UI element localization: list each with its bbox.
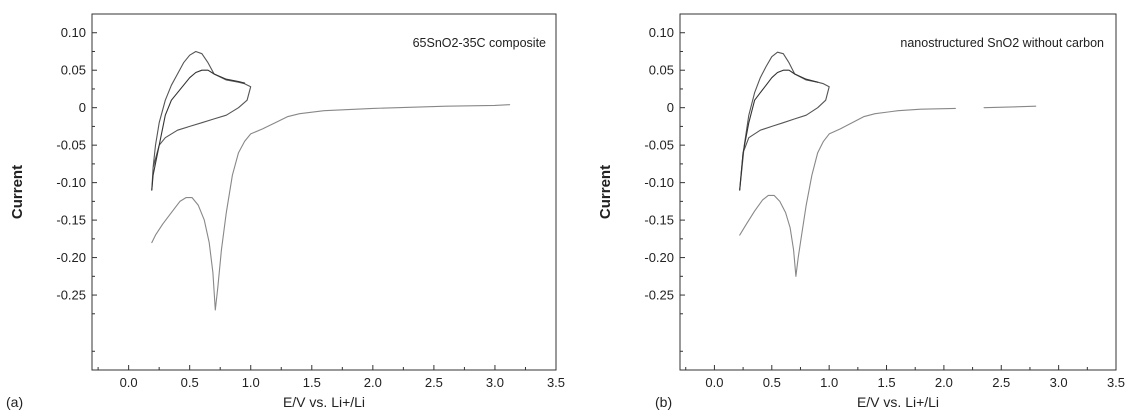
cv-curve-3 (151, 69, 246, 191)
y-tick-label: -0.25 (644, 288, 674, 303)
x-axis-title: E/V vs. Li+/Li (857, 394, 939, 410)
x-tick-label: 3.0 (1050, 375, 1068, 390)
y-tick-label: -0.15 (644, 213, 674, 228)
x-tick-label: 2.5 (425, 375, 443, 390)
y-tick-label: -0.20 (644, 250, 674, 265)
cv-curve-4 (739, 69, 819, 191)
y-tick-label: 0 (79, 100, 86, 115)
y-tick-label: 0 (667, 100, 674, 115)
panel-label: (b) (655, 394, 672, 410)
y-axis-title: Current (9, 165, 26, 219)
x-tick-label: 0.0 (120, 375, 138, 390)
x-tick-label: 1.5 (877, 375, 895, 390)
panel-a: 0.0 0.5 1.0 1.5 2.0 2.5 3.0 3.5 0.10 0.05 0 -0.05 -0… (6, 13, 565, 410)
y-tick-label: -0.25 (56, 288, 86, 303)
x-tick-label: 3.0 (486, 375, 504, 390)
cv-curve-2 (151, 50, 252, 191)
x-tick-label: 2.0 (935, 375, 953, 390)
y-tick-label: 0.10 (649, 25, 674, 40)
x-tick-label: 3.5 (547, 375, 565, 390)
y-axis-title: Current (597, 165, 614, 219)
x-tick-label: 0.5 (763, 375, 781, 390)
plot-frame (679, 13, 1117, 371)
panel-label: (a) (6, 394, 23, 410)
y-tick-label: 0.05 (61, 63, 86, 78)
y-tick-label: -0.10 (644, 175, 674, 190)
x-tick-label: 2.5 (992, 375, 1010, 390)
x-axis-title: E/V vs. Li+/Li (283, 394, 365, 410)
x-tick-label: 0.0 (705, 375, 723, 390)
cv-curve-3 (739, 51, 830, 191)
panel-b: 0.0 0.5 1.0 1.5 2.0 2.5 3.0 3.5 0.10 0.05 0 -0.05 -0… (597, 13, 1125, 410)
annotation-text: 65SnO2-35C composite (413, 36, 546, 50)
y-tick-label: -0.05 (56, 138, 86, 153)
y-tick-label: -0.15 (56, 213, 86, 228)
x-tick-label: 2.0 (364, 375, 382, 390)
cv-curve-1 (151, 104, 511, 311)
x-tick-label: 3.5 (1107, 375, 1125, 390)
cv-curve-1 (983, 105, 1037, 109)
x-tick-label: 1.0 (242, 375, 260, 390)
y-tick-label: -0.10 (56, 175, 86, 190)
y-tick-label: -0.05 (644, 138, 674, 153)
y-tick-label: 0.05 (649, 63, 674, 78)
x-tick-label: 1.0 (820, 375, 838, 390)
x-tick-label: 1.5 (303, 375, 321, 390)
annotation-text: nanostructured SnO2 without carbon (900, 36, 1104, 50)
plot-frame (91, 13, 557, 371)
x-tick-label: 0.5 (181, 375, 199, 390)
y-tick-label: -0.20 (56, 250, 86, 265)
cv-curve-2 (739, 107, 956, 277)
y-tick-label: 0.10 (61, 25, 86, 40)
